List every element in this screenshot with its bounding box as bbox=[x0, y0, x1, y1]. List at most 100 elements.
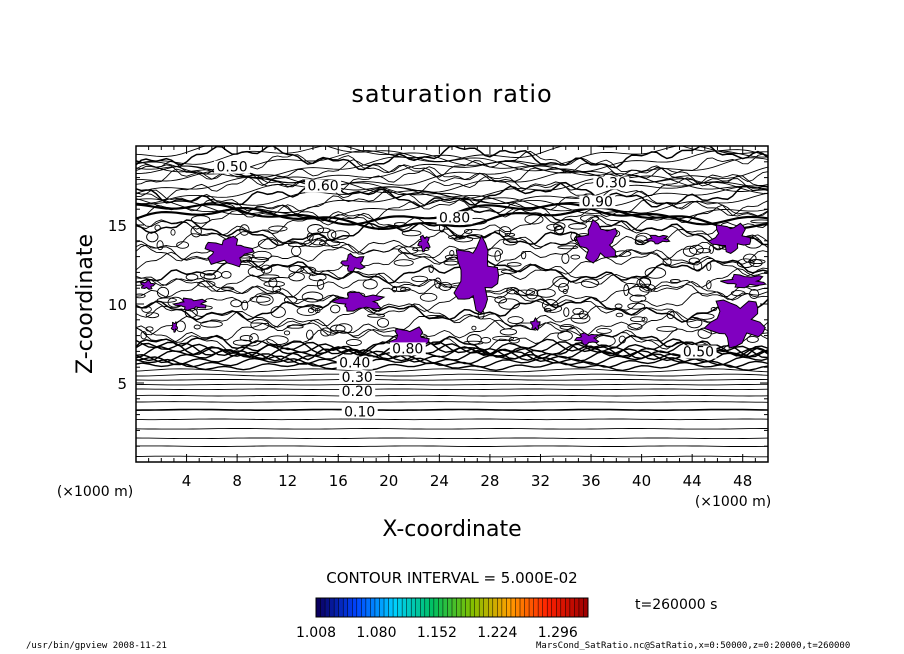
contour-line bbox=[136, 242, 768, 269]
contour-loop bbox=[249, 333, 259, 344]
contour-loop bbox=[200, 320, 223, 328]
contour-line bbox=[136, 181, 768, 205]
contour-line bbox=[136, 455, 768, 458]
contour-label-bg bbox=[305, 179, 342, 193]
contour-loop bbox=[563, 307, 570, 317]
contour-loop bbox=[536, 288, 556, 298]
contour-loop bbox=[272, 285, 282, 293]
contour-loop bbox=[260, 264, 273, 274]
colorbar-segment bbox=[538, 598, 543, 617]
contour-loop bbox=[696, 247, 712, 254]
x-tick-label: 4 bbox=[182, 472, 192, 490]
colorbar-segment bbox=[560, 598, 566, 617]
contour-line bbox=[136, 401, 768, 403]
contour-loop bbox=[391, 285, 398, 293]
contour-line bbox=[136, 146, 768, 166]
supersaturated-regions bbox=[139, 218, 767, 352]
contour-loop bbox=[736, 258, 755, 269]
contour-loop bbox=[543, 304, 563, 313]
contour-loop bbox=[570, 254, 581, 260]
colorbar-segment bbox=[420, 598, 426, 617]
colorbar-segment bbox=[542, 598, 548, 617]
colorbar-segment bbox=[465, 598, 471, 617]
contour-loop bbox=[248, 256, 269, 263]
contour-loop bbox=[629, 294, 647, 303]
contour-line bbox=[136, 418, 768, 421]
x-tick-label: 20 bbox=[379, 472, 398, 490]
contour-loop bbox=[570, 231, 578, 241]
contour-loop bbox=[514, 289, 536, 296]
contour-loop bbox=[156, 286, 170, 299]
contour-loop bbox=[257, 238, 279, 250]
colorbar-segment bbox=[361, 598, 367, 617]
contour-loop bbox=[557, 245, 579, 250]
supersaturated-region bbox=[720, 273, 767, 289]
contour-label: 0.20 bbox=[342, 384, 373, 400]
contour-loop bbox=[316, 279, 325, 290]
colorbar-segment bbox=[424, 598, 430, 617]
supersaturated-region bbox=[204, 235, 255, 268]
contour-loop bbox=[710, 307, 717, 312]
contour-line bbox=[136, 166, 768, 193]
contour-line bbox=[136, 303, 768, 330]
colorbar-segment bbox=[447, 598, 453, 617]
contour-loop bbox=[471, 325, 477, 331]
contour-loop bbox=[686, 316, 703, 329]
supersaturated-region bbox=[171, 297, 208, 311]
colorbar-segment bbox=[402, 598, 407, 617]
contour-loop bbox=[193, 324, 201, 330]
x-tick-label: 24 bbox=[430, 472, 449, 490]
contour-loop bbox=[507, 316, 524, 325]
contour-label: 0.80 bbox=[392, 341, 423, 357]
contour-loop bbox=[492, 335, 515, 341]
contour-line bbox=[136, 388, 768, 391]
contour-loop bbox=[230, 299, 242, 308]
colorbar-segment bbox=[352, 598, 358, 617]
colorbar-segment bbox=[393, 598, 398, 617]
contour-loop bbox=[376, 317, 390, 328]
contour-loop bbox=[288, 264, 305, 273]
contour-loop bbox=[283, 330, 291, 336]
contour-loop bbox=[301, 291, 324, 303]
contour-loop bbox=[572, 307, 585, 315]
contour-loop bbox=[393, 259, 414, 267]
contour-line bbox=[136, 368, 768, 373]
contour-loop bbox=[221, 270, 232, 279]
x-tick-label: 28 bbox=[480, 472, 499, 490]
contour-loop bbox=[307, 307, 315, 314]
colorbar-segment bbox=[411, 598, 417, 617]
contour-loop bbox=[330, 304, 341, 314]
colorbar-segment bbox=[456, 598, 462, 617]
y-tick-label: 5 bbox=[117, 375, 127, 393]
colorbar-tick-label: 1.080 bbox=[356, 625, 396, 641]
contour-loop bbox=[190, 225, 202, 238]
contour-loop bbox=[666, 310, 675, 320]
contour-lines bbox=[136, 146, 768, 458]
supersaturated-region bbox=[340, 252, 366, 273]
contour-loop bbox=[524, 214, 544, 225]
contour-loop bbox=[268, 225, 288, 232]
contour-loop bbox=[746, 335, 759, 343]
colorbar-tick-labels: 1.008 1.080 1.152 1.224 1.296 bbox=[296, 625, 578, 641]
contour-loop bbox=[425, 314, 444, 319]
contour-loop bbox=[466, 334, 482, 345]
x-tick-label: 44 bbox=[683, 472, 702, 490]
contour-loop bbox=[688, 257, 700, 264]
contour-line bbox=[136, 174, 768, 201]
contour-loop bbox=[499, 328, 518, 336]
contour-loop bbox=[506, 262, 522, 267]
contour-loop bbox=[546, 223, 563, 231]
contour-loop bbox=[692, 312, 715, 320]
supersaturated-region bbox=[530, 316, 541, 331]
contour-loop bbox=[682, 245, 698, 257]
contour-loop bbox=[306, 232, 314, 241]
supersaturated-region bbox=[643, 234, 671, 245]
contour-line bbox=[136, 311, 768, 337]
contour-label-bg bbox=[389, 342, 426, 356]
colorbar-segment bbox=[338, 598, 344, 617]
contour-label-bg bbox=[579, 195, 616, 209]
contour-loop bbox=[146, 231, 159, 243]
colorbar-segment bbox=[474, 598, 480, 617]
colorbar-segment bbox=[433, 598, 439, 617]
colorbar-tick-label: 1.224 bbox=[477, 625, 517, 641]
